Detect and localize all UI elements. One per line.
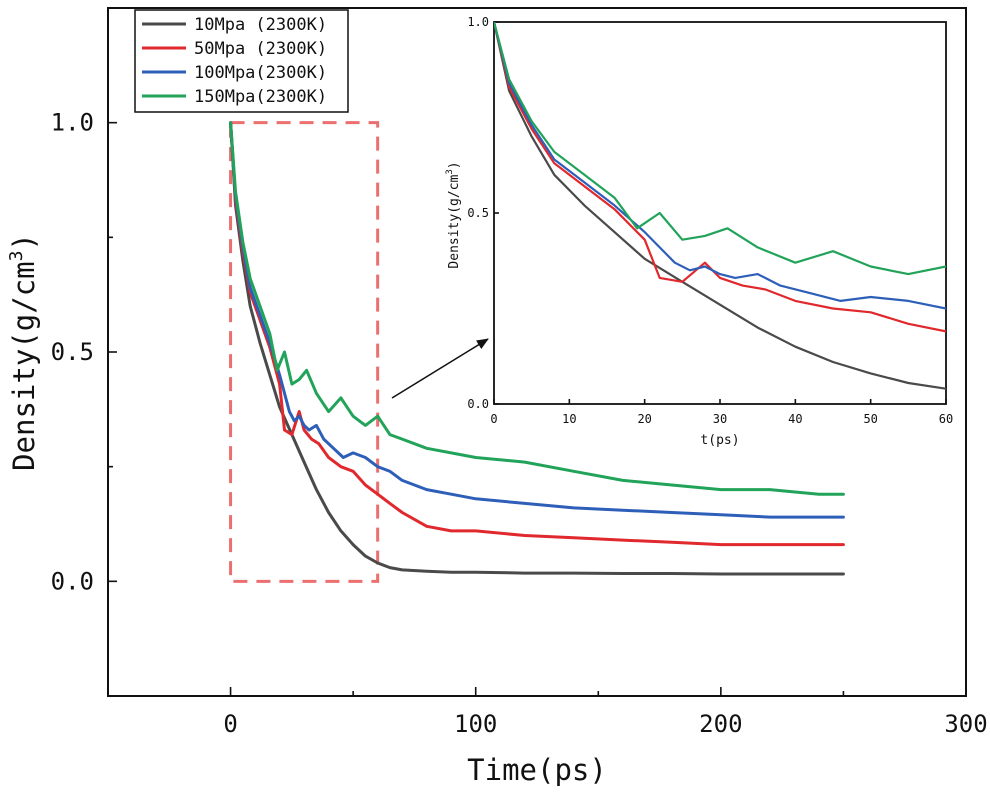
inset-x-tick-label: 60 bbox=[939, 412, 953, 426]
legend-label-50Mpa: 50Mpa (2300K) bbox=[194, 39, 327, 59]
y-tick-label: 1.0 bbox=[51, 109, 94, 137]
inset-x-tick-label: 0 bbox=[490, 412, 497, 426]
series-line-150Mpa bbox=[229, 121, 845, 496]
legend-label-10Mpa: 10Mpa (2300K) bbox=[194, 15, 327, 35]
inset-series-line-100Mpa bbox=[494, 22, 946, 310]
inset-series-lines bbox=[494, 22, 946, 390]
inset-plot-frame bbox=[493, 21, 947, 405]
x-axis-title: Time(ps) bbox=[467, 753, 607, 787]
zoom-arrow bbox=[391, 338, 489, 399]
inset-x-tick-label: 10 bbox=[562, 412, 576, 426]
zoom-highlight-rect bbox=[229, 121, 380, 583]
inset-y-axis-title-close: ) bbox=[447, 161, 462, 169]
x-tick-label: 100 bbox=[454, 710, 497, 738]
inset-x-tick-label: 30 bbox=[713, 412, 727, 426]
y-axis-title-close: ) bbox=[7, 233, 41, 250]
y-axis-title: Density(g/cm3) bbox=[6, 233, 41, 471]
inset-y-tick-label: 0.0 bbox=[467, 397, 489, 411]
inset-x-axis-title: t(ps) bbox=[700, 433, 739, 448]
legend: 10Mpa (2300K) 50Mpa (2300K) 100Mpa(2300K) 1… bbox=[134, 9, 349, 113]
inset-y-axis-title: Density(g/cm3) bbox=[445, 161, 462, 268]
main-series-lines bbox=[229, 121, 845, 576]
inset-x-tick-label: 20 bbox=[637, 412, 651, 426]
y-axis-title-text: Density(g/cm bbox=[7, 261, 41, 471]
inset-axis-ticks: 0 10 20 30 40 50 60 0.0 0.5 1.0 bbox=[467, 15, 953, 426]
y-axis-title-superscript: 3 bbox=[6, 251, 27, 262]
inset-y-tick-label: 0.5 bbox=[467, 206, 489, 220]
y-tick-label: 0.0 bbox=[51, 567, 94, 595]
zoom-highlight-box bbox=[229, 121, 380, 583]
y-tick-label: 0.5 bbox=[51, 338, 94, 366]
series-line-10Mpa bbox=[229, 121, 845, 576]
inset-series-line-150Mpa bbox=[494, 22, 946, 276]
inset-series-line-50Mpa bbox=[494, 22, 946, 333]
inset-y-axis-title-text: Density(g/cm bbox=[447, 174, 462, 268]
legend-label-150Mpa: 150Mpa(2300K) bbox=[194, 87, 327, 107]
x-tick-label: 200 bbox=[699, 710, 742, 738]
inset-y-axis-title-superscript: 3 bbox=[445, 169, 455, 174]
x-tick-label: 300 bbox=[944, 710, 987, 738]
x-tick-label: 0 bbox=[223, 710, 237, 738]
legend-label-100Mpa: 100Mpa(2300K) bbox=[194, 63, 327, 83]
inset-series-line-10Mpa bbox=[494, 22, 946, 390]
inset-x-tick-label: 50 bbox=[863, 412, 877, 426]
inset-y-tick-label: 1.0 bbox=[467, 15, 489, 29]
inset-x-tick-label: 40 bbox=[788, 412, 802, 426]
